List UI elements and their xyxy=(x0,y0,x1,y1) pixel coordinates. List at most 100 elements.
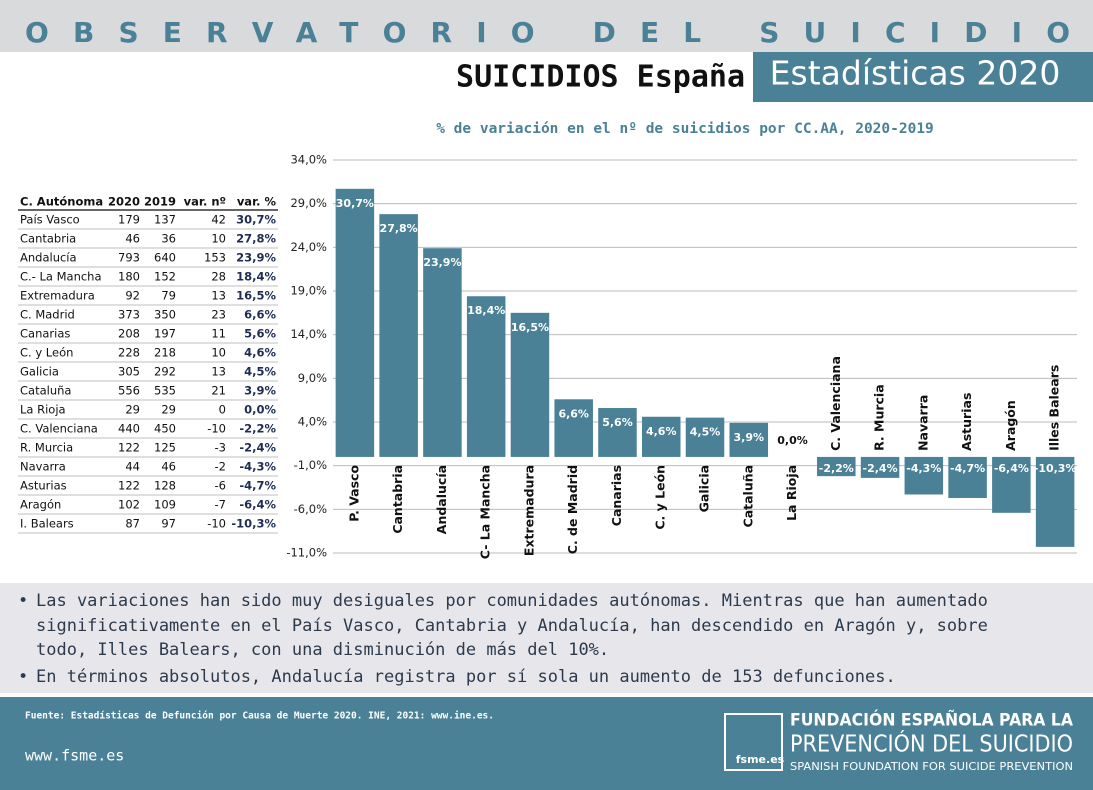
x-tick-label: Cantabria xyxy=(390,465,405,534)
bar xyxy=(641,416,681,457)
table-cell: 97 xyxy=(161,517,176,531)
x-tick-label: Asturias xyxy=(959,393,974,451)
table-cell: -2,4% xyxy=(239,441,276,455)
chart-title: % de variación en el nº de suicidios por… xyxy=(436,121,934,137)
table-cell: 0,0% xyxy=(244,403,276,417)
table-cell: 3,9% xyxy=(244,384,276,398)
table-cell: 23 xyxy=(211,308,226,322)
y-tick-label: -11,0% xyxy=(286,546,327,560)
value-label: -4,7% xyxy=(950,462,985,475)
chart: 34,0% 29,0% 24,0% 19,0% 14,0% 9,0% 4,0% -1,0% -6… xyxy=(286,153,1077,560)
table-cell: -6,4% xyxy=(239,498,276,512)
table-cell: 29 xyxy=(161,403,176,417)
value-label: 27,8% xyxy=(380,222,418,235)
value-label: 0,0% xyxy=(777,434,808,447)
bar xyxy=(1035,456,1075,547)
table-cell: 373 xyxy=(118,308,140,322)
value-label: 3,9% xyxy=(734,431,765,444)
x-tick-label: C. Valenciana xyxy=(828,356,843,451)
website: www.fsme.es xyxy=(25,747,124,765)
subtitle: SUICIDIOS España xyxy=(456,60,745,95)
data-table: C. Autónoma 2020 2019 var. nº var. % País Vas… xyxy=(18,195,278,534)
value-label: 16,5% xyxy=(511,321,549,334)
table-cell: 535 xyxy=(154,384,176,398)
x-tick-label: R. Murcia xyxy=(872,384,887,451)
table-cell: 87 xyxy=(125,517,140,531)
table-header: C. Autónoma xyxy=(20,195,103,209)
bar xyxy=(598,408,637,457)
table-cell: Cataluña xyxy=(20,384,71,398)
value-label: -4,3% xyxy=(906,462,941,475)
source: Fuente: Estadísticas de Defunción por Ca… xyxy=(25,711,494,722)
table-cell: -6 xyxy=(215,479,226,493)
x-tick-label: P. Vasco xyxy=(346,465,361,522)
table-cell: C.- La Mancha xyxy=(20,270,102,284)
value-label: 18,4% xyxy=(467,304,505,317)
table-cell: 4,5% xyxy=(244,365,276,379)
table-cell: 450 xyxy=(154,422,176,436)
table-cell: 13 xyxy=(211,289,226,303)
table-cell: La Rioja xyxy=(20,403,66,417)
table-cell: Cantabria xyxy=(20,232,76,246)
bar xyxy=(817,456,856,477)
table-cell: 13 xyxy=(211,365,226,379)
table-cell: 10 xyxy=(211,232,226,246)
table-cell: I. Balears xyxy=(20,517,74,531)
table-cell: -2 xyxy=(215,460,226,474)
table-cell: Navarra xyxy=(20,460,66,474)
value-label: -2,4% xyxy=(863,462,898,475)
x-tick-label: La Rioja xyxy=(784,465,799,521)
header-band xyxy=(0,0,1093,52)
table-cell: Asturias xyxy=(20,479,67,493)
value-label: 4,6% xyxy=(646,425,677,438)
x-tick-label: C- La Mancha xyxy=(478,465,493,559)
table-cell: 92 xyxy=(125,289,140,303)
logo-text: fsme.es xyxy=(736,753,785,766)
table-cell: 0 xyxy=(219,403,226,417)
x-tick-label: Cataluña xyxy=(740,465,755,528)
value-label: 23,9% xyxy=(423,256,461,269)
table-cell: 11 xyxy=(211,327,226,341)
table-cell: 44 xyxy=(125,460,140,474)
bar xyxy=(423,248,462,457)
x-tick-label: Navarra xyxy=(915,395,930,451)
table-cell: Aragón xyxy=(20,498,61,512)
table-cell: 122 xyxy=(118,441,140,455)
table-cell: 30,7% xyxy=(236,213,276,227)
table-cell: R. Murcia xyxy=(20,441,73,455)
bar xyxy=(466,296,506,457)
table-cell: Canarias xyxy=(20,327,70,341)
table-cell: -2,2% xyxy=(239,422,276,436)
x-tick-label: Canarias xyxy=(609,465,624,526)
table-cell: 21 xyxy=(211,384,226,398)
table-cell: 153 xyxy=(204,251,226,265)
table-cell: -10 xyxy=(207,517,226,531)
table-cell: 556 xyxy=(118,384,140,398)
y-tick-label: 29,0% xyxy=(290,196,327,210)
table-header: 2019 xyxy=(144,195,176,209)
table-cell: 793 xyxy=(118,251,140,265)
table-cell: 18,4% xyxy=(236,270,276,284)
value-label: 4,5% xyxy=(690,426,721,439)
table-cell: 4,6% xyxy=(244,346,276,360)
y-tick-label: -6,0% xyxy=(294,502,327,516)
notes: Las variaciones han sido muy desiguales … xyxy=(18,589,1028,691)
table-cell: 27,8% xyxy=(236,232,276,246)
table-cell: C. Valenciana xyxy=(20,422,98,436)
table-cell: 180 xyxy=(118,270,140,284)
table-cell: 197 xyxy=(154,327,176,341)
y-tick-label: 19,0% xyxy=(290,284,327,298)
note: Las variaciones han sido muy desiguales … xyxy=(18,589,1028,663)
value-label: -10,3% xyxy=(1034,462,1077,475)
y-tick-label: 34,0% xyxy=(290,153,327,167)
table-cell: 122 xyxy=(118,479,140,493)
table-cell: 350 xyxy=(154,308,176,322)
table-cell: 29 xyxy=(125,403,140,417)
table-cell: 5,6% xyxy=(244,327,276,341)
table-cell: 46 xyxy=(125,232,140,246)
value-label: 30,7% xyxy=(336,197,374,210)
table-cell: Galicia xyxy=(20,365,59,379)
table-cell: 23,9% xyxy=(236,251,276,265)
bar xyxy=(948,456,987,498)
value-label: 5,6% xyxy=(602,416,633,429)
